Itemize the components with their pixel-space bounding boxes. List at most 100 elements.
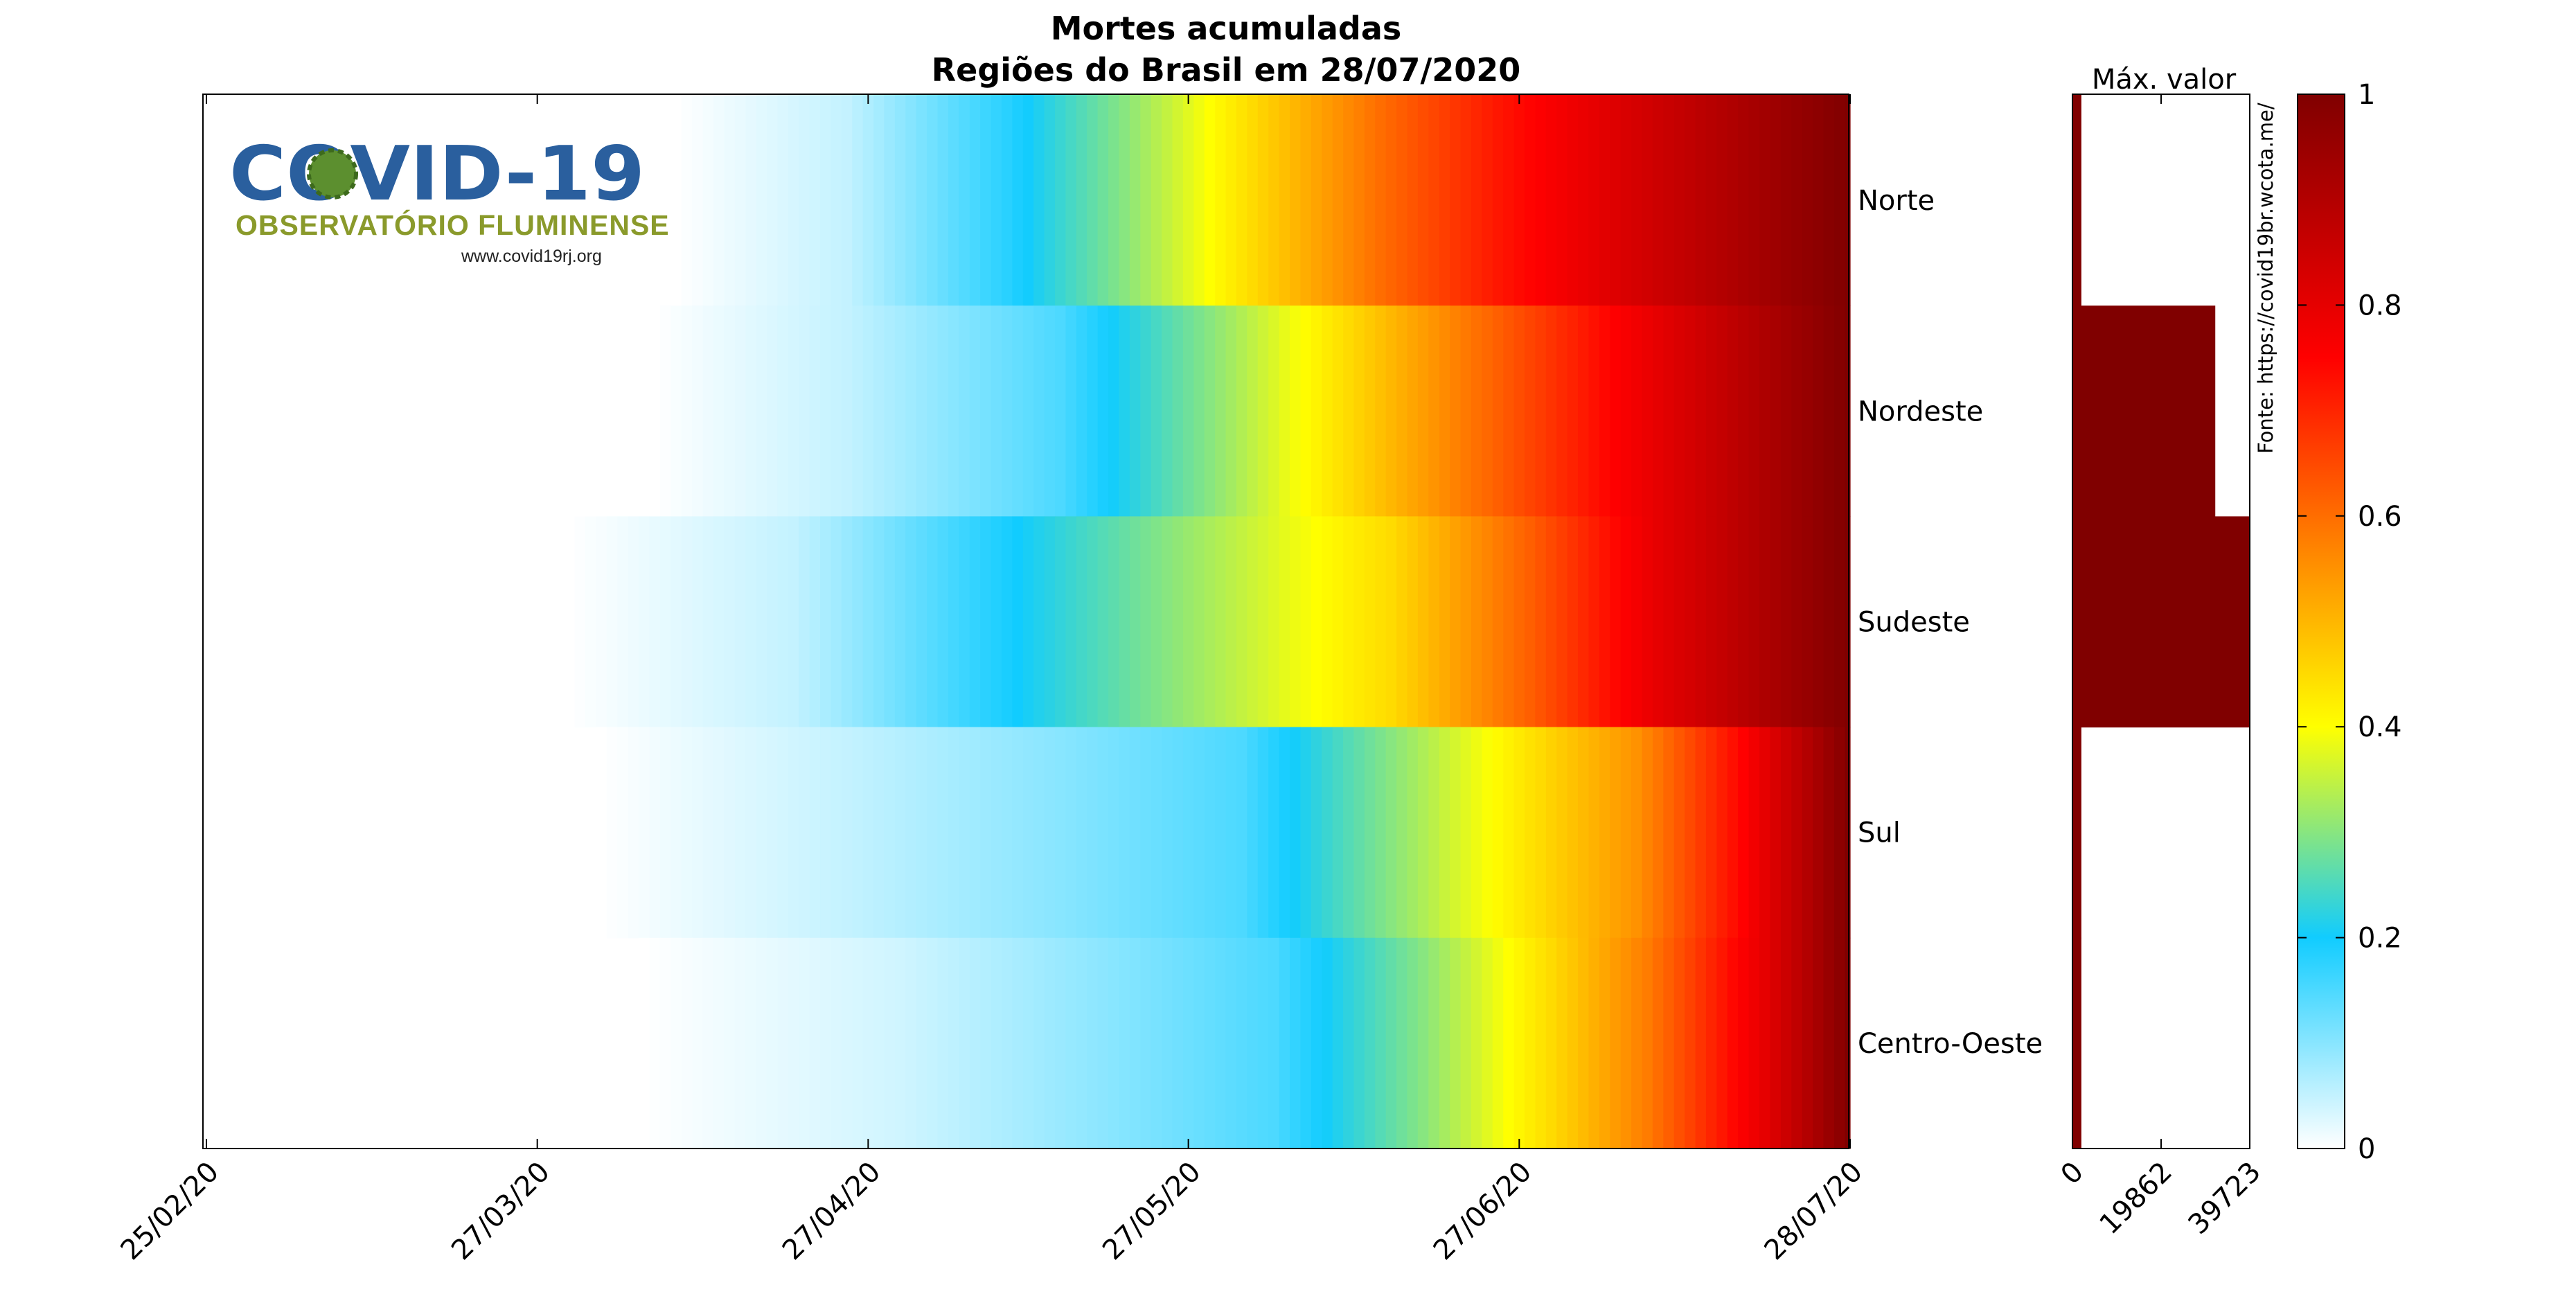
heatmap-cell: [1823, 937, 1835, 1149]
heatmap-cell: [713, 516, 725, 728]
heatmap-cell: [980, 937, 992, 1149]
chart-title-line-1: Mortes acumuladas: [1051, 10, 1402, 47]
heatmap-cell: [1055, 305, 1067, 517]
heatmap-cell: [713, 937, 725, 1149]
heatmap-cell: [1033, 95, 1045, 306]
heatmap-cell: [1268, 727, 1280, 939]
heatmap-cell: [1482, 516, 1493, 728]
colorbar-axis: 0 0.2 0.4 0.6 0.8 1: [2298, 79, 2402, 1165]
heatmap-cell: [1845, 516, 1851, 728]
heatmap-cell: [1588, 727, 1600, 939]
heatmap-cell: [574, 516, 586, 728]
heatmap-cell: [830, 305, 842, 517]
heatmap-cell: [1845, 305, 1851, 517]
covid19-wordmark: COVID-19: [229, 136, 645, 212]
heatmap-cell: [1685, 305, 1696, 517]
colorbar-tick-label: 1: [2358, 79, 2375, 111]
heatmap-cell: [1022, 305, 1034, 517]
heatmap-cell: [1716, 937, 1728, 1149]
heatmap-cell: [1567, 305, 1579, 517]
heatmap-cell: [1631, 95, 1643, 306]
heatmap-cell: [927, 95, 939, 306]
region-label: Norte: [1858, 185, 1935, 217]
heatmap-cell: [1503, 95, 1515, 306]
heatmap-cell: [724, 727, 736, 939]
heatmap-cell: [617, 516, 629, 728]
heatmap-cell: [884, 305, 896, 517]
heatmap-cell: [1610, 95, 1622, 306]
heatmap-cell: [841, 305, 853, 517]
region-labels: Norte Nordeste Sudeste Sul Centro-Oeste: [1858, 185, 2043, 1060]
heatmap-cell: [1716, 95, 1728, 306]
x-tick-label: 28/07/20: [1759, 1156, 1869, 1267]
heatmap-cell: [830, 516, 842, 728]
heatmap-cell: [1044, 937, 1056, 1149]
heatmap-cell: [1535, 305, 1547, 517]
heatmap-rows: [564, 95, 1851, 1149]
heatmap-cell: [1652, 516, 1664, 728]
x-tick-label: 27/06/20: [1428, 1156, 1538, 1267]
heatmap-cell: [820, 516, 832, 728]
heatmap-cell: [937, 727, 949, 939]
heatmap-cell: [702, 727, 714, 939]
heatmap-cell: [1343, 305, 1355, 517]
heatmap-cell: [1268, 95, 1280, 306]
heatmap-cell: [1353, 516, 1365, 728]
heatmap-cell: [1770, 937, 1782, 1149]
heatmap-cell: [745, 305, 757, 517]
colorbar-tick-label: 0.6: [2358, 501, 2402, 533]
heatmap-cell: [1193, 937, 1205, 1149]
heatmap-cell: [713, 305, 725, 517]
heatmap-cell: [1567, 727, 1579, 939]
heatmap-cell: [1845, 937, 1851, 1149]
heatmap-cell: [1748, 95, 1760, 306]
heatmap-cell: [1673, 516, 1685, 728]
heatmap-cell: [1791, 937, 1803, 1149]
heatmap-cell: [1087, 305, 1099, 517]
heatmap-cell: [1119, 516, 1130, 728]
heatmap-cell: [1065, 727, 1077, 939]
heatmap-cell: [809, 727, 821, 939]
heatmap-cell: [1172, 516, 1184, 728]
heatmap-cell: [1738, 95, 1750, 306]
heatmap-cell: [639, 727, 650, 939]
heatmap-cell: [1022, 937, 1034, 1149]
heatmap-cell: [991, 95, 1002, 306]
heatmap-cell: [1012, 305, 1024, 517]
heatmap-cell: [884, 95, 896, 306]
heatmap-cell: [1311, 516, 1322, 728]
heatmap-cell: [948, 305, 959, 517]
heatmap-cell: [1151, 727, 1162, 939]
heatmap-cell: [1353, 95, 1365, 306]
heatmap-cell: [1588, 95, 1600, 306]
heatmap-cell: [1193, 305, 1205, 517]
heatmap-cell: [1482, 727, 1493, 939]
heatmap-cell: [670, 305, 682, 517]
heatmap-cell: [1290, 727, 1302, 939]
heatmap-cell: [959, 95, 970, 306]
heatmap-cell: [777, 95, 789, 306]
heatmap-cell: [862, 516, 874, 728]
heatmap-cell: [1482, 305, 1493, 517]
heatmap-cell: [681, 305, 693, 517]
heatmap-cell: [1108, 727, 1120, 939]
heatmap-cell: [809, 937, 821, 1149]
heatmap-cell: [1364, 727, 1376, 939]
heatmap-cell: [927, 727, 939, 939]
heatmap-cell: [1065, 95, 1077, 306]
heatmap-cell: [606, 516, 618, 728]
heatmap-cell: [820, 937, 832, 1149]
heatmap-cell: [1396, 727, 1408, 939]
heatmap-cell: [1353, 305, 1365, 517]
heatmap-cell: [1364, 95, 1376, 306]
heatmap-cell: [1823, 305, 1835, 517]
heatmap-cell: [681, 727, 693, 939]
heatmap-cell: [809, 95, 821, 306]
heatmap-cell: [1471, 727, 1482, 939]
heatmap-cell: [659, 305, 671, 517]
colorbar: 0 0.2 0.4 0.6 0.8 1: [2297, 79, 2402, 1165]
heatmap-cell: [1845, 95, 1851, 306]
heatmap-cell: [1578, 516, 1590, 728]
heatmap-cell: [959, 516, 970, 728]
heatmap-cell: [788, 516, 799, 728]
